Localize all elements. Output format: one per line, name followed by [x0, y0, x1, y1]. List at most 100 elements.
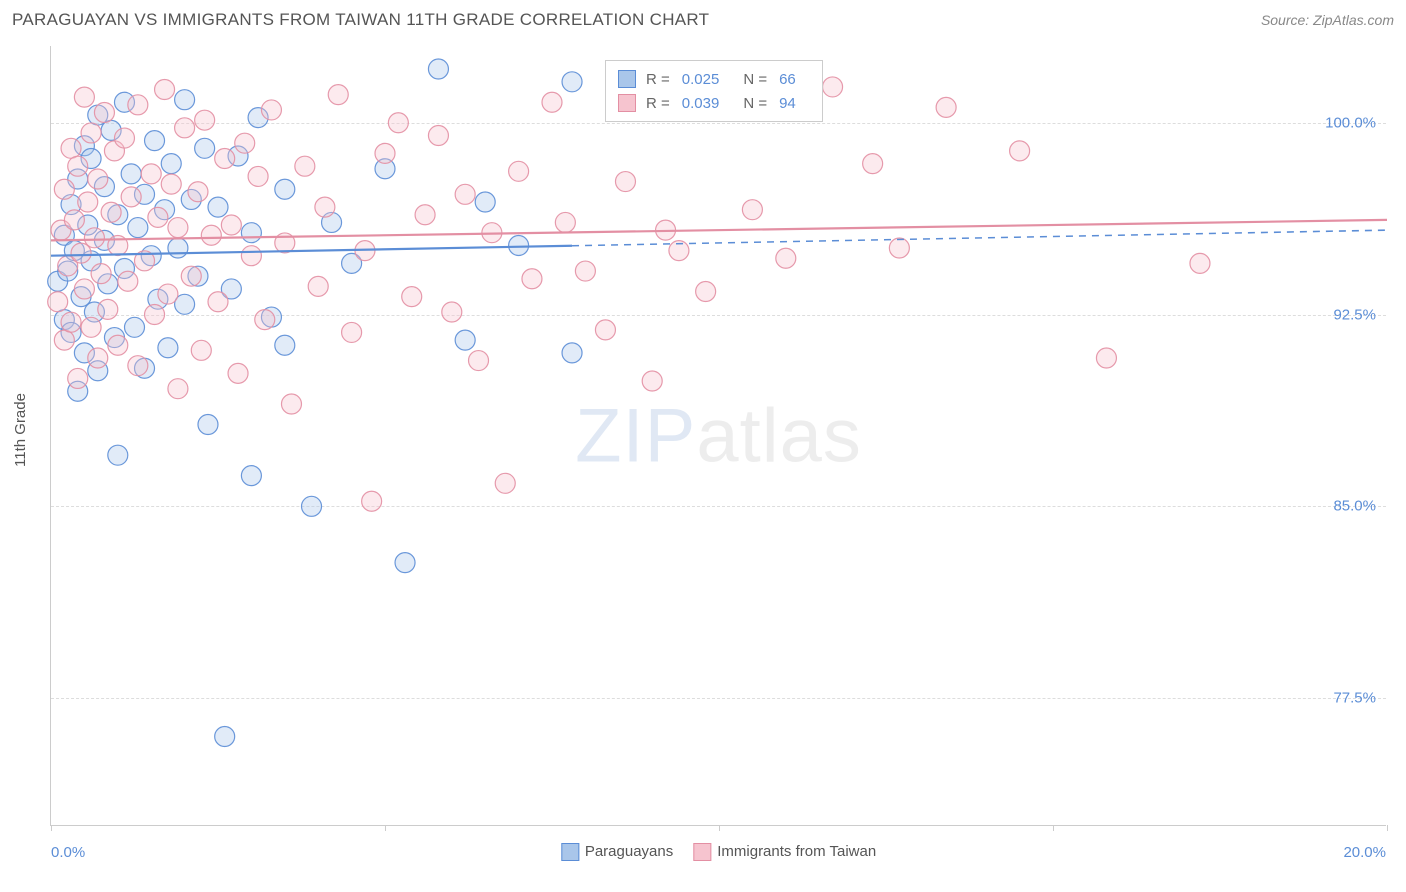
data-point-taiwan: [168, 379, 188, 399]
data-point-paraguayans: [158, 338, 178, 358]
data-point-taiwan: [61, 312, 81, 332]
data-point-taiwan: [114, 128, 134, 148]
data-point-taiwan: [255, 310, 275, 330]
data-point-taiwan: [168, 218, 188, 238]
data-point-paraguayans: [302, 496, 322, 516]
data-point-taiwan: [54, 179, 74, 199]
data-point-taiwan: [68, 368, 88, 388]
x-tick-mark: [1053, 825, 1054, 831]
data-point-paraguayans: [125, 317, 145, 337]
data-point-paraguayans: [275, 179, 295, 199]
data-point-paraguayans: [428, 59, 448, 79]
data-point-paraguayans: [175, 90, 195, 110]
legend-R-label: R =: [646, 95, 670, 112]
data-point-taiwan: [108, 235, 128, 255]
data-point-taiwan: [669, 241, 689, 261]
data-point-paraguayans: [198, 414, 218, 434]
y-axis-title: 11th Grade: [12, 393, 29, 467]
data-point-paraguayans: [509, 235, 529, 255]
data-point-taiwan: [175, 118, 195, 138]
data-point-taiwan: [428, 126, 448, 146]
data-point-taiwan: [375, 143, 395, 163]
data-point-taiwan: [308, 276, 328, 296]
data-point-taiwan: [241, 246, 261, 266]
legend-series: Paraguayans Immigrants from Taiwan: [561, 843, 876, 861]
data-point-taiwan: [64, 210, 84, 230]
data-point-taiwan: [656, 220, 676, 240]
data-point-taiwan: [1190, 253, 1210, 273]
data-point-paraguayans: [455, 330, 475, 350]
data-point-taiwan: [158, 284, 178, 304]
data-point-paraguayans: [161, 154, 181, 174]
data-point-taiwan: [442, 302, 462, 322]
data-point-taiwan: [248, 166, 268, 186]
data-point-taiwan: [261, 100, 281, 120]
data-point-taiwan: [215, 149, 235, 169]
legend-stats: R =0.025N =66R =0.039N =94: [605, 60, 823, 122]
data-point-paraguayans: [241, 466, 261, 486]
data-point-taiwan: [61, 138, 81, 158]
data-point-taiwan: [495, 473, 515, 493]
data-point-taiwan: [108, 335, 128, 355]
data-point-taiwan: [275, 233, 295, 253]
data-point-taiwan: [91, 264, 111, 284]
data-point-taiwan: [128, 356, 148, 376]
data-point-taiwan: [188, 182, 208, 202]
header: PARAGUAYAN VS IMMIGRANTS FROM TAIWAN 11T…: [0, 0, 1406, 36]
data-point-taiwan: [402, 287, 422, 307]
data-point-paraguayans: [168, 238, 188, 258]
x-tick-mark: [1387, 825, 1388, 831]
x-tick-mark: [719, 825, 720, 831]
data-point-taiwan: [696, 282, 716, 302]
data-point-taiwan: [1010, 141, 1030, 161]
data-point-taiwan: [1096, 348, 1116, 368]
legend-swatch: [561, 843, 579, 861]
data-point-taiwan: [355, 241, 375, 261]
data-point-taiwan: [145, 305, 165, 325]
data-point-taiwan: [191, 340, 211, 360]
data-point-taiwan: [295, 156, 315, 176]
data-point-taiwan: [742, 200, 762, 220]
x-tick-mark: [51, 825, 52, 831]
data-point-paraguayans: [195, 138, 215, 158]
data-point-taiwan: [88, 348, 108, 368]
data-point-taiwan: [482, 223, 502, 243]
data-point-taiwan: [78, 192, 98, 212]
legend-N-label: N =: [743, 95, 767, 112]
legend-item-label: Immigrants from Taiwan: [717, 843, 876, 860]
data-point-taiwan: [889, 238, 909, 258]
legend-N-value: 66: [779, 71, 796, 88]
data-point-taiwan: [455, 184, 475, 204]
legend-R-label: R =: [646, 71, 670, 88]
legend-stats-row-taiwan: R =0.039N =94: [618, 91, 810, 115]
data-point-taiwan: [469, 351, 489, 371]
data-point-taiwan: [161, 174, 181, 194]
source-credit: Source: ZipAtlas.com: [1261, 12, 1394, 28]
data-point-taiwan: [555, 212, 575, 232]
x-axis-max-label: 20.0%: [1343, 844, 1386, 861]
data-point-taiwan: [509, 161, 529, 181]
data-point-taiwan: [221, 215, 241, 235]
data-point-taiwan: [208, 292, 228, 312]
data-point-taiwan: [135, 251, 155, 271]
legend-item-label: Paraguayans: [585, 843, 673, 860]
data-point-taiwan: [84, 228, 104, 248]
data-point-taiwan: [642, 371, 662, 391]
data-point-taiwan: [94, 102, 114, 122]
legend-N-value: 94: [779, 95, 796, 112]
data-point-taiwan: [68, 156, 88, 176]
data-point-paraguayans: [128, 218, 148, 238]
page-title: PARAGUAYAN VS IMMIGRANTS FROM TAIWAN 11T…: [12, 10, 709, 30]
legend-N-label: N =: [743, 71, 767, 88]
data-point-taiwan: [235, 133, 255, 153]
data-point-taiwan: [148, 207, 168, 227]
data-point-taiwan: [342, 322, 362, 342]
data-point-taiwan: [195, 110, 215, 130]
data-point-paraguayans: [108, 445, 128, 465]
data-point-paraguayans: [395, 553, 415, 573]
data-point-paraguayans: [275, 335, 295, 355]
data-point-taiwan: [415, 205, 435, 225]
data-point-paraguayans: [208, 197, 228, 217]
data-point-taiwan: [88, 169, 108, 189]
legend-swatch: [693, 843, 711, 861]
